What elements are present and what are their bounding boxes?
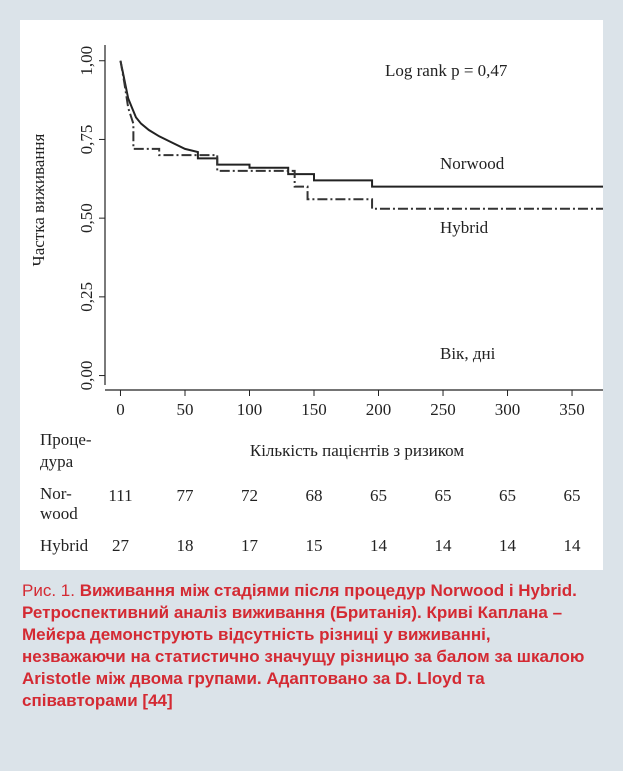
series-label: Hybrid [440, 218, 489, 237]
risk-count: 111 [108, 486, 132, 505]
risk-count: 17 [241, 536, 259, 555]
x-axis-label: Вік, дні [440, 344, 496, 363]
risk-count: 14 [564, 536, 582, 555]
panel [20, 20, 603, 570]
risk-count: 14 [435, 536, 453, 555]
caption-text: Виживання між стадіями після процедур No… [22, 581, 585, 710]
survival-curve [119, 60, 603, 188]
risk-count: 14 [499, 536, 517, 555]
annotation: Log rank p = 0,47 [385, 61, 508, 80]
risk-count: 72 [241, 486, 258, 505]
x-tick-label: 0 [116, 400, 125, 419]
risk-count: 77 [176, 486, 194, 505]
risk-row-label: wood [40, 504, 78, 523]
x-tick-label: 100 [237, 400, 263, 419]
y-tick-label: 0,75 [77, 125, 96, 155]
chart: Log rank p = 0,47 Вік, дні Частка вижива… [20, 20, 603, 570]
risk-count: 65 [435, 486, 452, 505]
risk-title: Кількість пацієнтів з ризиком [250, 441, 464, 460]
risk-row-label: Nor- [40, 484, 72, 503]
caption-prefix: Рис. 1. [22, 581, 75, 600]
caption: Рис. 1. Виживання між стадіями після про… [22, 580, 597, 712]
risk-header: Проце- [40, 430, 92, 449]
x-tick-label: 250 [430, 400, 456, 419]
y-tick-label: 0,00 [77, 361, 96, 391]
x-tick-label: 300 [495, 400, 521, 419]
risk-header: дура [40, 452, 74, 471]
risk-count: 15 [306, 536, 323, 555]
y-tick-label: 0,25 [77, 282, 96, 312]
x-tick-label: 150 [301, 400, 327, 419]
x-tick-label: 50 [176, 400, 193, 419]
risk-count: 68 [306, 486, 323, 505]
y-axis-label: Частка виживання [29, 133, 48, 266]
y-tick-label: 0,50 [77, 203, 96, 233]
risk-count: 27 [112, 536, 130, 555]
risk-count: 65 [499, 486, 516, 505]
risk-count: 65 [370, 486, 387, 505]
risk-count: 65 [564, 486, 581, 505]
risk-row-label: Hybrid [40, 536, 89, 555]
risk-count: 18 [176, 536, 193, 555]
y-tick-label: 1,00 [77, 46, 96, 76]
x-tick-label: 200 [366, 400, 392, 419]
risk-count: 14 [370, 536, 388, 555]
x-tick-label: 350 [559, 400, 585, 419]
series-label: Norwood [440, 154, 505, 173]
survival-curve [119, 60, 603, 210]
